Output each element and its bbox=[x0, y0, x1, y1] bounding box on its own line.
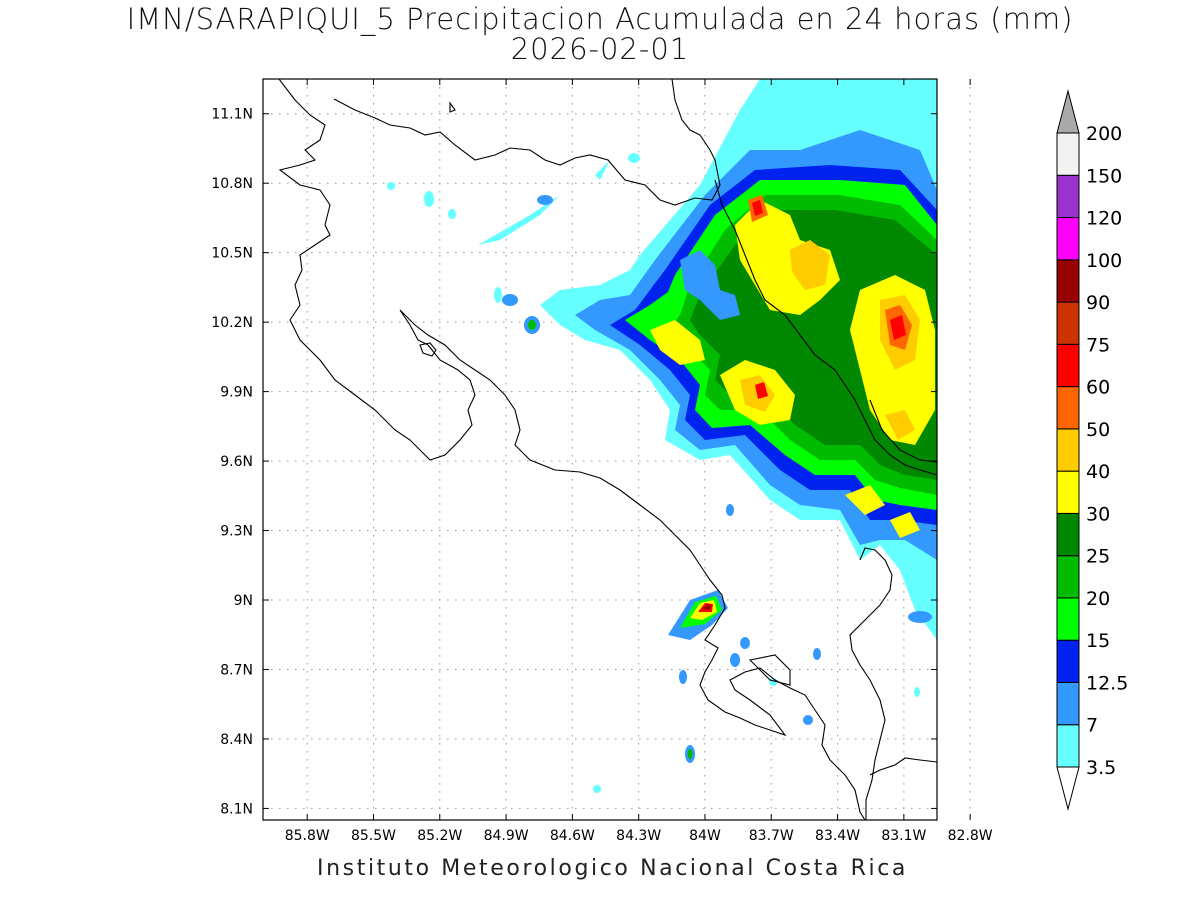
colorbar-box bbox=[1056, 301, 1080, 345]
colorbar-label: 200 bbox=[1086, 123, 1122, 145]
colorbar-label: 50 bbox=[1086, 419, 1110, 441]
lat-tick-label: 11.1N bbox=[211, 107, 253, 123]
colorbar-label: 40 bbox=[1086, 461, 1110, 483]
lon-tick-label: 83.1W bbox=[881, 828, 926, 844]
colorbar-label: 15 bbox=[1086, 630, 1110, 652]
colorbar-box bbox=[1056, 132, 1080, 176]
lat-tick-label: 8.1N bbox=[220, 801, 253, 817]
colorbar-label: 12.5 bbox=[1086, 672, 1128, 694]
colorbar-top-arrow bbox=[1056, 89, 1080, 134]
colorbar-label: 150 bbox=[1086, 165, 1122, 187]
lon-tick-label: 84.9W bbox=[484, 828, 529, 844]
colorbar-label: 90 bbox=[1086, 292, 1110, 314]
lat-tick-label: 10.5N bbox=[211, 246, 253, 262]
colorbar-bottom-arrow bbox=[1056, 766, 1080, 811]
lon-tick-label: 83.7W bbox=[749, 828, 794, 844]
colorbar-box bbox=[1056, 428, 1080, 472]
colorbar-box bbox=[1056, 555, 1080, 599]
lon-tick-label: 85.5W bbox=[351, 828, 396, 844]
colorbar-box bbox=[1056, 343, 1080, 388]
precipitation-field bbox=[387, 79, 937, 793]
lon-tick-label: 83.4W bbox=[815, 828, 860, 844]
footer-credit: Instituto Meteorologico Nacional Costa R… bbox=[317, 856, 908, 881]
lat-tick-label: 10.8N bbox=[211, 176, 253, 192]
colorbar-label: 25 bbox=[1086, 546, 1110, 568]
map-frame bbox=[262, 78, 938, 821]
lon-tick-label: 84W bbox=[689, 828, 721, 844]
lat-tick-label: 10.2N bbox=[211, 315, 253, 331]
lat-tick-label: 9.3N bbox=[220, 524, 253, 540]
colorbar-label: 20 bbox=[1086, 588, 1110, 610]
lon-tick-label: 84.6W bbox=[550, 828, 595, 844]
colorbar-label: 75 bbox=[1086, 334, 1110, 356]
colorbar-label: 7 bbox=[1086, 715, 1098, 737]
colorbar-box bbox=[1056, 724, 1080, 768]
colorbar-box bbox=[1056, 512, 1080, 557]
colorbar-box bbox=[1056, 681, 1080, 726]
lat-tick-label: 8.4N bbox=[220, 732, 253, 748]
lat-tick-label: 9.6N bbox=[220, 454, 253, 470]
colorbar-label: 120 bbox=[1086, 208, 1122, 230]
lon-tick-label: 85.2W bbox=[417, 828, 462, 844]
colorbar-label: 3.5 bbox=[1086, 757, 1116, 779]
map-date: 2026-02-01 bbox=[510, 32, 690, 66]
colorbar-box bbox=[1056, 386, 1080, 430]
colorbar-box bbox=[1056, 259, 1080, 303]
lon-tick-label: 85.8W bbox=[285, 828, 330, 844]
colorbar-label: 60 bbox=[1086, 377, 1110, 399]
lon-tick-label: 84.3W bbox=[616, 828, 661, 844]
lat-tick-label: 9N bbox=[234, 593, 253, 609]
map-axes: 85.8W 85.5W 85.2W 84.9W 84.6W 84.3W 84W 83.7W 83… bbox=[211, 79, 993, 844]
colorbar-box bbox=[1056, 470, 1080, 514]
colorbar-box bbox=[1056, 217, 1080, 261]
lon-tick-label: 82.8W bbox=[948, 828, 993, 844]
colorbar-label: 100 bbox=[1086, 250, 1122, 272]
lat-tick-label: 8.7N bbox=[220, 662, 253, 678]
colorbar-label: 30 bbox=[1086, 503, 1110, 525]
map-title: IMN/SARAPIQUI_5 Precipitacion Acumulada … bbox=[126, 2, 1074, 36]
colorbar-box bbox=[1056, 174, 1080, 219]
coastline bbox=[278, 79, 937, 820]
colorbar: 3.5 7 12.5 15 20 25 30 40 50 60 75 90 100 120 150 200 bbox=[1056, 89, 1128, 811]
colorbar-box bbox=[1056, 639, 1080, 683]
lat-tick-label: 9.9N bbox=[220, 385, 253, 401]
colorbar-box bbox=[1056, 597, 1080, 641]
